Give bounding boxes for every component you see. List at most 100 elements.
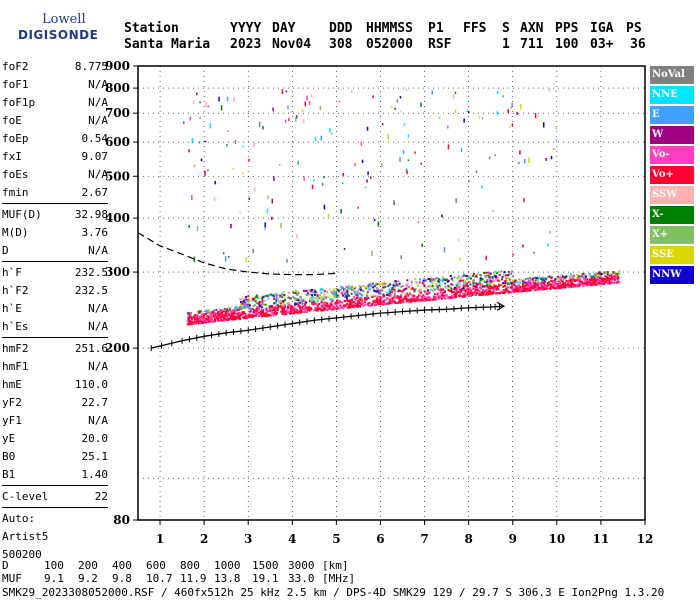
echo-point bbox=[533, 251, 535, 254]
echo-point bbox=[247, 314, 250, 317]
echo-point bbox=[578, 284, 581, 287]
echo-point bbox=[494, 288, 497, 291]
echo-point bbox=[297, 160, 299, 166]
echo-point bbox=[384, 285, 387, 288]
echo-point bbox=[433, 293, 436, 296]
echo-point bbox=[549, 287, 552, 290]
echo-point bbox=[597, 279, 600, 282]
echo-point bbox=[258, 301, 261, 304]
echo-point bbox=[199, 320, 202, 323]
echo-point bbox=[487, 290, 490, 293]
echo-point bbox=[343, 300, 346, 303]
echo-point bbox=[241, 297, 244, 300]
echo-point bbox=[450, 288, 453, 291]
echo-point bbox=[411, 287, 414, 290]
echo-point bbox=[302, 298, 305, 301]
echo-point bbox=[296, 291, 299, 294]
echo-point bbox=[421, 243, 423, 248]
param-row: Artist5 bbox=[2, 528, 108, 546]
echo-point bbox=[371, 296, 374, 299]
echo-point bbox=[347, 306, 350, 309]
echo-point bbox=[373, 289, 376, 292]
echo-point bbox=[375, 291, 378, 294]
footer-cell: 3000 bbox=[288, 559, 315, 572]
echo-point bbox=[433, 279, 436, 282]
echo-point bbox=[534, 279, 537, 282]
echo-point bbox=[412, 296, 415, 299]
echo-point bbox=[462, 287, 465, 290]
echo-point bbox=[192, 315, 195, 318]
echo-point bbox=[512, 253, 514, 256]
echo-point bbox=[458, 286, 461, 289]
echo-point bbox=[464, 294, 467, 297]
echo-point bbox=[327, 213, 330, 218]
echo-point bbox=[191, 317, 194, 320]
echo-point bbox=[456, 283, 459, 286]
echo-point bbox=[316, 309, 319, 312]
echo-point bbox=[190, 311, 193, 314]
echo-point bbox=[234, 309, 237, 312]
echo-point bbox=[237, 312, 240, 315]
echo-point bbox=[448, 285, 451, 288]
param-row: yE 20.0 bbox=[2, 430, 108, 448]
echo-point bbox=[258, 311, 261, 314]
echo-point bbox=[217, 310, 220, 313]
echo-point bbox=[203, 314, 206, 317]
echo-point bbox=[393, 293, 396, 296]
echo-point bbox=[352, 289, 355, 292]
echo-point bbox=[559, 275, 562, 278]
echo-point bbox=[268, 313, 271, 316]
echo-point bbox=[488, 287, 491, 290]
echo-point bbox=[476, 273, 479, 276]
echo-point bbox=[426, 296, 429, 299]
echo-point bbox=[537, 288, 540, 291]
echo-point bbox=[275, 299, 278, 302]
echo-point bbox=[393, 301, 396, 304]
echo-point bbox=[342, 307, 345, 310]
echo-point bbox=[193, 316, 196, 319]
echo-point bbox=[511, 123, 514, 127]
echo-point bbox=[577, 282, 580, 285]
polarization-legend: NoVal NNE E W Vo- Vo+ SSW X- X+ SSE NNW bbox=[650, 66, 694, 286]
echo-point bbox=[356, 289, 359, 292]
echo-point bbox=[197, 318, 200, 321]
echo-point bbox=[313, 289, 316, 292]
echo-point bbox=[358, 296, 361, 299]
echo-point bbox=[398, 284, 401, 287]
param-separator bbox=[2, 203, 108, 204]
echo-point bbox=[466, 109, 469, 113]
echo-point bbox=[599, 273, 602, 276]
echo-point bbox=[596, 272, 599, 275]
echo-point bbox=[231, 317, 234, 320]
echo-point bbox=[273, 309, 276, 312]
echo-point bbox=[238, 311, 241, 314]
echo-point bbox=[432, 286, 435, 289]
echo-point bbox=[449, 296, 452, 299]
echo-point bbox=[302, 289, 305, 292]
echo-point bbox=[553, 281, 556, 284]
echo-point bbox=[282, 309, 285, 312]
param-value: N/A bbox=[88, 96, 108, 109]
echo-point bbox=[376, 297, 379, 300]
echo-point bbox=[247, 315, 250, 318]
echo-point bbox=[515, 289, 518, 292]
echo-point bbox=[270, 293, 273, 296]
echo-point bbox=[357, 284, 360, 287]
footer-cell: [km] bbox=[322, 559, 349, 572]
echo-point bbox=[513, 281, 516, 284]
echo-point bbox=[389, 299, 392, 302]
echo-point bbox=[286, 308, 289, 311]
echo-point bbox=[540, 283, 543, 286]
echo-point bbox=[355, 292, 358, 295]
echo-point bbox=[417, 284, 420, 287]
echo-point bbox=[296, 311, 299, 314]
hdr-axn-label: AXN bbox=[520, 21, 544, 36]
echo-point bbox=[446, 280, 449, 283]
echo-point bbox=[328, 308, 331, 311]
echo-point bbox=[386, 297, 389, 300]
echo-point bbox=[381, 282, 384, 285]
echo-point bbox=[311, 296, 314, 299]
echo-point bbox=[372, 286, 375, 289]
echo-point bbox=[298, 297, 301, 300]
echo-point bbox=[226, 315, 229, 318]
